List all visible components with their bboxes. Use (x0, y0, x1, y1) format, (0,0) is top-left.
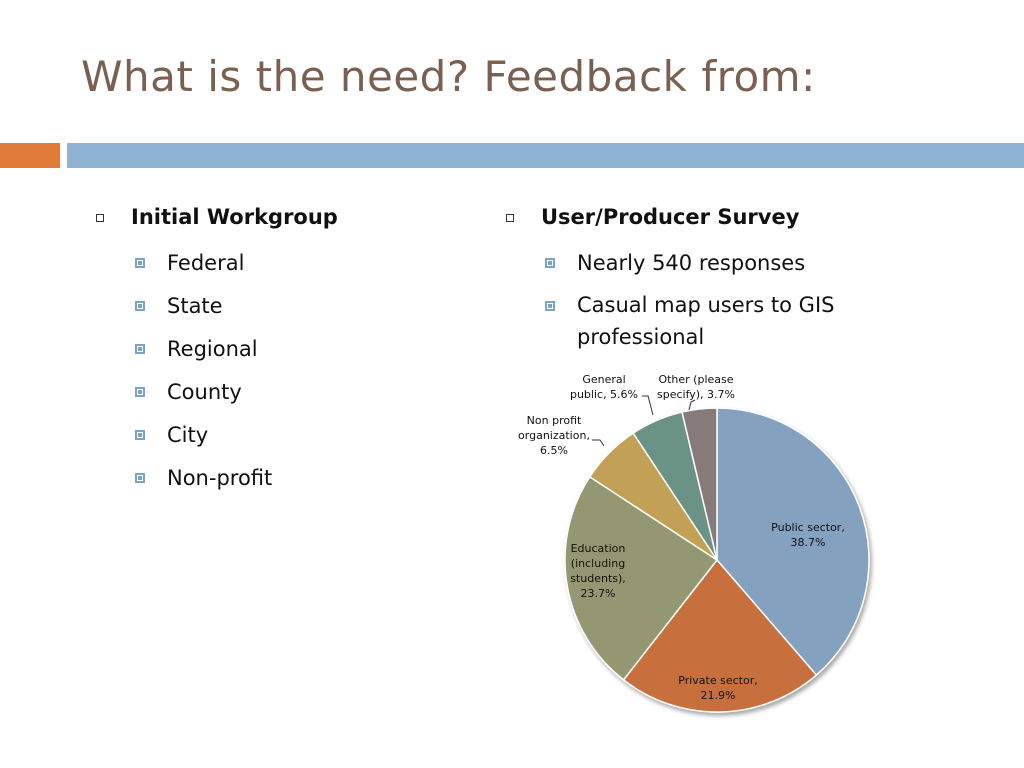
pie-slice-label: Non profit organization, 6.5% (518, 414, 590, 457)
list-item-label: Non-profit (167, 466, 273, 490)
pie-slice (622, 558, 818, 713)
list-item-label: Casual map users to GIS professional (577, 293, 835, 349)
box-bullet-icon (135, 258, 145, 268)
pie-slice (716, 407, 870, 677)
pie-slice-label: Other (please specify), 3.7% (657, 373, 735, 401)
square-bullet-icon (96, 214, 104, 222)
right-heading: User/Producer Survey (541, 205, 800, 229)
pie-chart: Public sector, 38.7% Private sector, 21.9% E… (518, 373, 870, 713)
left-heading: Initial Workgroup (131, 205, 338, 229)
box-bullet-icon (545, 301, 555, 311)
list-item-label: Regional (167, 337, 258, 361)
list-item-label: City (167, 423, 209, 447)
pie-slice (681, 407, 718, 561)
right-heading-item: User/Producer Survey (506, 202, 886, 232)
list-item: State (132, 289, 476, 323)
pie-slice-label: Public sector, 38.7% (771, 521, 845, 549)
pie-slice (564, 475, 719, 681)
box-bullet-icon (135, 430, 145, 440)
list-item: City (132, 418, 476, 452)
pie-slice-label: Education (including students), 23.7% (570, 542, 626, 600)
list-item-label: Federal (167, 251, 245, 275)
slide-title: What is the need? Feedback from: (81, 52, 816, 101)
right-column: User/Producer Survey Nearly 540 response… (506, 202, 886, 362)
list-item: Nearly 540 responses (542, 246, 886, 280)
leader-line (592, 439, 605, 447)
box-bullet-icon (135, 301, 145, 311)
list-item: Non-profit (132, 461, 476, 495)
title-accent-bar (0, 143, 60, 168)
list-item: Federal (132, 246, 476, 280)
pie-slice-label: Private sector, 21.9% (678, 674, 757, 702)
left-heading-item: Initial Workgroup (96, 202, 476, 232)
box-bullet-icon (545, 258, 555, 268)
list-item: Casual map users to GIS professional (542, 289, 886, 353)
pie-slice-label: General public, 5.6% (570, 373, 638, 401)
list-item: Regional (132, 332, 476, 366)
box-bullet-icon (135, 473, 145, 483)
leader-line (642, 395, 654, 416)
leader-line (688, 399, 696, 411)
list-item-label: State (167, 294, 223, 318)
title-divider-bar (67, 143, 1024, 168)
box-bullet-icon (135, 344, 145, 354)
square-bullet-icon (506, 214, 514, 222)
list-item-label: Nearly 540 responses (577, 251, 806, 275)
list-item-label: County (167, 380, 242, 404)
box-bullet-icon (135, 387, 145, 397)
list-item: County (132, 375, 476, 409)
left-column: Initial Workgroup Federal State Regional… (96, 202, 476, 504)
